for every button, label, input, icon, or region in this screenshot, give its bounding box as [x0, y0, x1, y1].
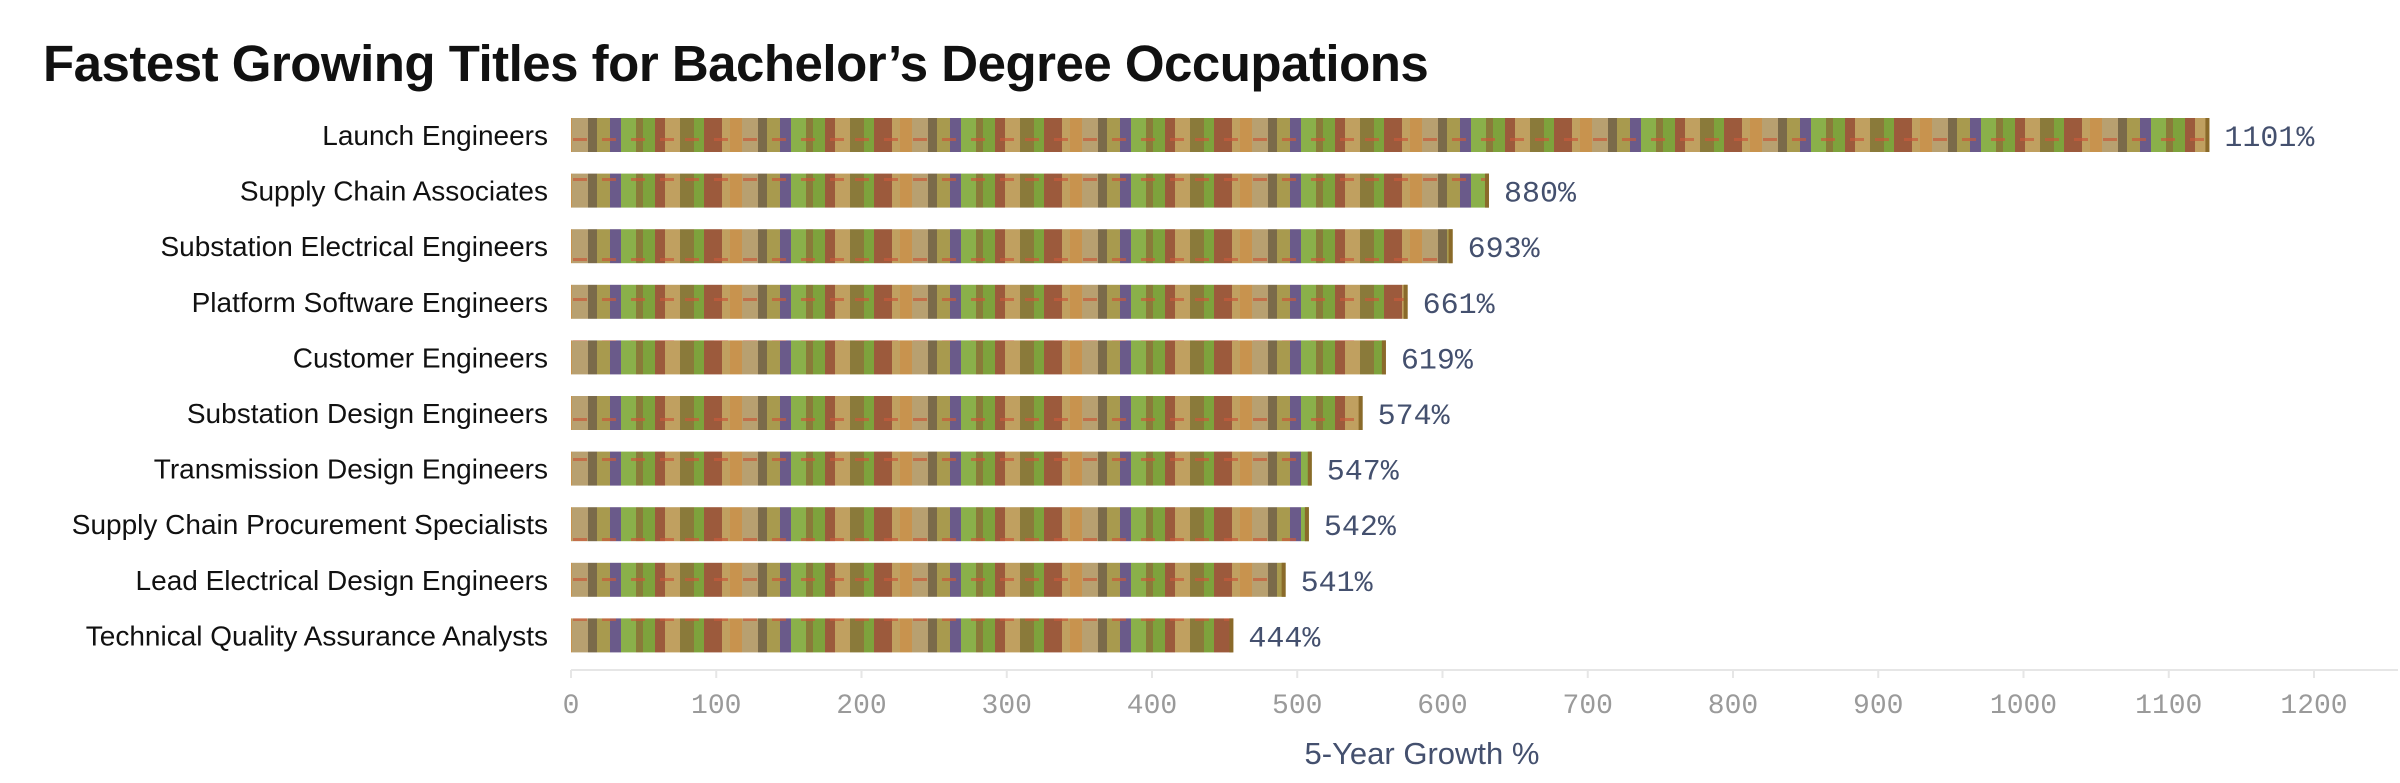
x-axis-ticks: 0 100 200 300 400 500 600 700 800 900 1000 1100 1200 [563, 670, 2348, 722]
x-axis-title: 5-Year Growth % [1305, 736, 1540, 771]
category-label: Substation Electrical Engineers [160, 231, 548, 262]
bar-end-cap [1448, 229, 1453, 264]
bars-layer [571, 118, 2210, 653]
value-label: 574% [1378, 400, 1451, 434]
x-tick-label: 500 [1272, 691, 1322, 722]
category-label: Launch Engineers [322, 120, 548, 151]
value-labels: 1101% 880% 693% 661% 619% 574% 547% 542% 541% 444… [1248, 122, 2315, 656]
value-label: 541% [1301, 567, 1374, 601]
category-label: Supply Chain Procurement Specialists [72, 509, 548, 540]
bar-end-cap [1307, 451, 1312, 486]
category-label: Supply Chain Associates [240, 176, 548, 207]
value-label: 693% [1468, 233, 1541, 267]
chart-title: Fastest Growing Titles for Bachelor’s De… [43, 35, 1429, 92]
bar-end-cap [2205, 118, 2210, 152]
bar [571, 562, 1286, 597]
bar-end-cap [1304, 507, 1309, 542]
bar-end-cap [1281, 562, 1286, 597]
x-tick-label: 400 [1127, 691, 1177, 722]
category-label: Transmission Design Engineers [154, 454, 548, 485]
category-label: Technical Quality Assurance Analysts [86, 620, 548, 651]
x-tick-label: 300 [982, 691, 1032, 722]
x-tick-label: 100 [691, 691, 741, 722]
x-tick-label: 600 [1417, 691, 1467, 722]
category-label: Lead Electrical Design Engineers [136, 565, 548, 596]
value-label: 547% [1327, 456, 1400, 490]
bar [571, 451, 1312, 486]
category-labels: Launch Engineers Supply Chain Associates S… [72, 120, 548, 651]
category-label: Platform Software Engineers [192, 287, 548, 318]
category-label: Substation Design Engineers [187, 398, 548, 429]
bar [571, 507, 1309, 542]
bar-end-cap [1358, 396, 1363, 430]
value-label: 444% [1248, 622, 1321, 656]
value-label: 661% [1423, 289, 1496, 323]
x-tick-label: 200 [836, 691, 886, 722]
value-label: 880% [1504, 178, 1577, 212]
x-tick-label: 900 [1853, 691, 1903, 722]
value-label: 542% [1324, 511, 1397, 545]
bar [571, 284, 1408, 319]
bar [571, 396, 1363, 430]
bar-end-cap [1403, 284, 1408, 319]
x-tick-label: 1200 [2280, 691, 2347, 722]
x-tick-label: 1000 [1990, 691, 2057, 722]
x-tick-label: 800 [1708, 691, 1758, 722]
bar [571, 118, 2210, 152]
x-tick-label: 1100 [2135, 691, 2202, 722]
bar [571, 173, 1489, 208]
value-label: 1101% [2224, 122, 2315, 156]
bar-end-cap [1229, 618, 1234, 653]
x-tick-label: 700 [1563, 691, 1613, 722]
bar [571, 340, 1386, 375]
value-label: 619% [1401, 344, 1474, 378]
bar [571, 229, 1453, 264]
bar-end-cap [1381, 340, 1386, 375]
category-label: Customer Engineers [293, 342, 548, 373]
x-tick-label: 0 [563, 691, 580, 722]
bar-end-cap [1484, 173, 1489, 208]
bar [571, 618, 1234, 653]
